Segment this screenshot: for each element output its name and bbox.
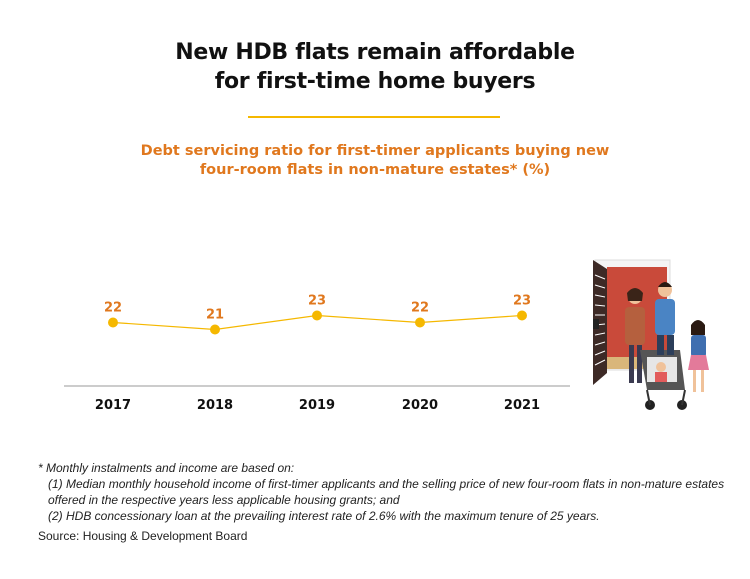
x-tick-label-2021: 2021 xyxy=(504,398,540,413)
data-label-2021: 23 xyxy=(513,294,531,309)
x-tick-label-2017: 2017 xyxy=(95,398,131,413)
data-label-2020: 22 xyxy=(411,301,429,316)
data-label-2018: 21 xyxy=(206,308,224,323)
footnote-2: (2) HDB concessionary loan at the prevai… xyxy=(48,509,600,523)
page-title: New HDB flats remain affordable for firs… xyxy=(0,38,750,96)
data-point-2019 xyxy=(312,310,322,321)
data-label-2019: 23 xyxy=(308,294,326,309)
data-point-2021 xyxy=(517,310,527,321)
data-label-2017: 22 xyxy=(104,301,122,316)
x-tick-label-2018: 2018 xyxy=(197,398,233,413)
subtitle-line-2: four-room flats in non-mature estates* (… xyxy=(199,162,551,178)
data-point-2018 xyxy=(210,324,220,335)
subtitle-line-1: Debt servicing ratio for first-timer app… xyxy=(140,143,610,159)
footnote-intro: * Monthly instalments and income are bas… xyxy=(38,461,295,475)
title-divider xyxy=(248,116,500,118)
data-point-2017 xyxy=(108,317,118,328)
family-with-stroller-at-door-illustration xyxy=(593,259,709,410)
x-tick-label-2020: 2020 xyxy=(402,398,438,413)
footnote-1: (1) Median monthly household income of f… xyxy=(48,477,725,507)
title-line-2: for first-time home buyers xyxy=(214,69,536,94)
data-point-2020 xyxy=(415,317,425,328)
footnotes: * Monthly instalments and income are bas… xyxy=(38,460,728,524)
x-tick-label-2019: 2019 xyxy=(299,398,335,413)
chart-subtitle: Debt servicing ratio for first-timer app… xyxy=(0,142,750,180)
source-note: Source: Housing & Development Board xyxy=(38,529,248,543)
title-line-1: New HDB flats remain affordable xyxy=(175,40,575,65)
